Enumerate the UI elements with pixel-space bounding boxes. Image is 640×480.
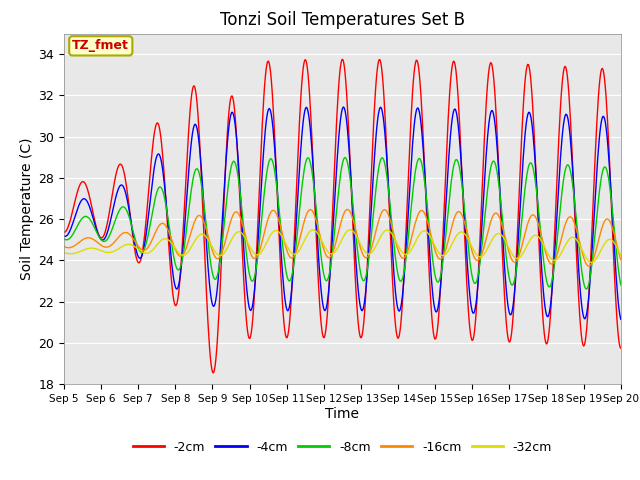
-32cm	[127, 242, 135, 248]
-2cm	[127, 222, 135, 228]
-8cm	[583, 286, 591, 292]
-2cm	[210, 370, 218, 376]
-16cm	[617, 257, 625, 263]
-16cm	[585, 263, 593, 269]
-4cm	[617, 316, 625, 322]
-16cm	[214, 256, 221, 262]
-8cm	[127, 222, 135, 228]
-32cm	[70, 251, 78, 256]
-32cm	[214, 252, 221, 257]
-2cm	[617, 345, 625, 351]
Legend: -2cm, -4cm, -8cm, -16cm, -32cm: -2cm, -4cm, -8cm, -16cm, -32cm	[127, 436, 557, 459]
Line: -4cm: -4cm	[64, 107, 621, 319]
-32cm	[184, 249, 192, 255]
-2cm	[428, 314, 436, 320]
-4cm	[60, 233, 68, 239]
X-axis label: Time: Time	[325, 407, 360, 420]
Y-axis label: Soil Temperature (C): Soil Temperature (C)	[20, 138, 34, 280]
-4cm	[340, 104, 348, 110]
-8cm	[214, 273, 221, 278]
-4cm	[127, 221, 135, 227]
-2cm	[412, 60, 419, 65]
-16cm	[344, 206, 351, 212]
-16cm	[60, 244, 68, 250]
-4cm	[70, 216, 78, 222]
-32cm	[346, 227, 353, 233]
-8cm	[428, 243, 435, 249]
Line: -2cm: -2cm	[64, 60, 621, 373]
-16cm	[184, 240, 192, 246]
-32cm	[617, 252, 625, 258]
-32cm	[588, 260, 595, 265]
-32cm	[60, 250, 68, 255]
-32cm	[428, 235, 435, 241]
-4cm	[428, 272, 435, 278]
-4cm	[184, 179, 192, 185]
-4cm	[214, 285, 221, 291]
-8cm	[341, 155, 349, 160]
Line: -8cm: -8cm	[64, 157, 621, 289]
-8cm	[617, 282, 625, 288]
-32cm	[411, 240, 419, 246]
-4cm	[411, 117, 419, 123]
-8cm	[184, 215, 192, 220]
-16cm	[411, 222, 419, 228]
-8cm	[60, 236, 68, 241]
Line: -16cm: -16cm	[64, 209, 621, 266]
-16cm	[70, 243, 78, 249]
-2cm	[70, 202, 78, 208]
-16cm	[127, 233, 135, 239]
Line: -32cm: -32cm	[64, 230, 621, 263]
-2cm	[339, 57, 347, 62]
-8cm	[411, 172, 419, 178]
Text: TZ_fmet: TZ_fmet	[72, 39, 129, 52]
-8cm	[70, 229, 78, 235]
-2cm	[60, 229, 68, 235]
-16cm	[428, 232, 435, 238]
Title: Tonzi Soil Temperatures Set B: Tonzi Soil Temperatures Set B	[220, 11, 465, 29]
-2cm	[214, 325, 222, 331]
-2cm	[184, 140, 192, 145]
